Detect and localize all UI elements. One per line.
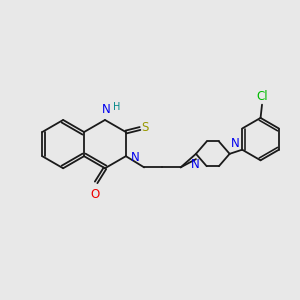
Text: N: N <box>101 103 110 116</box>
Text: N: N <box>131 151 140 164</box>
Text: N: N <box>190 158 199 171</box>
Text: H: H <box>113 102 121 112</box>
Text: S: S <box>142 122 149 134</box>
Text: O: O <box>90 188 99 201</box>
Text: N: N <box>231 137 240 150</box>
Text: Cl: Cl <box>256 90 268 103</box>
